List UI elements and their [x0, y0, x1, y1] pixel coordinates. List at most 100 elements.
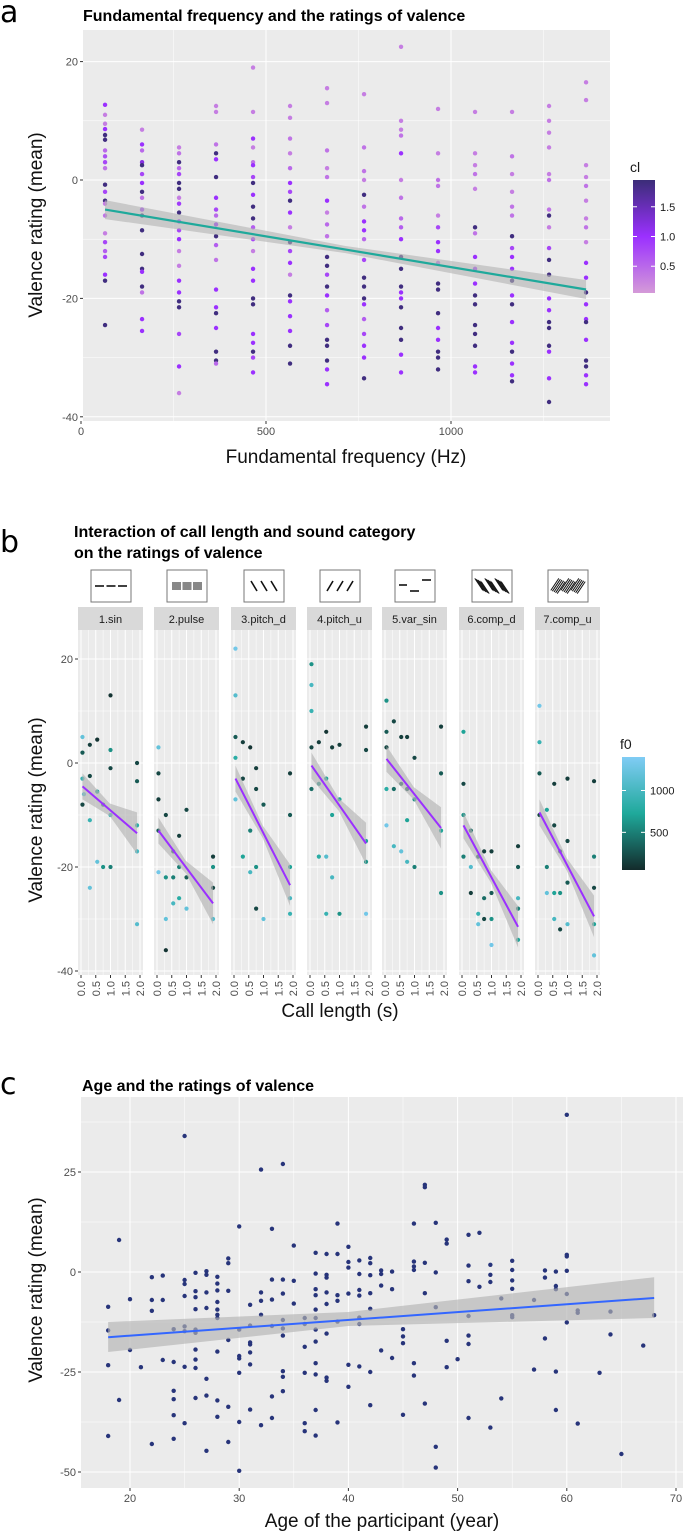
panel-a-point: [287, 272, 293, 277]
panel-a-point: [398, 305, 404, 310]
panel-a-point: [139, 142, 145, 147]
panel-a-point: [472, 151, 478, 156]
panel-a-point: [139, 180, 145, 186]
panel-a-point: [361, 168, 367, 174]
facet-strip: [154, 607, 219, 630]
panel-c-point: [433, 1444, 438, 1450]
panel-a-point: [324, 174, 330, 180]
panel-c-point: [182, 1277, 187, 1283]
facet-point: [87, 885, 92, 890]
panel-a-point: [583, 174, 589, 180]
panel-a-point: [250, 192, 256, 197]
facet-confidence-band: [386, 745, 442, 849]
facet-point: [95, 859, 100, 864]
panel-a-point: [250, 302, 256, 307]
panel-a-point: [583, 97, 589, 103]
panel-a-point: [509, 245, 515, 251]
panel-a-point: [102, 121, 108, 126]
panel-c-point: [160, 1357, 165, 1363]
panel-c-point: [553, 1269, 559, 1274]
panel-c-point: [400, 1341, 406, 1346]
panel-a-point: [287, 151, 293, 156]
facet-point: [184, 807, 189, 812]
facet-point: [316, 854, 321, 859]
facet-point: [210, 864, 216, 870]
facet-5.var_sin: 5.var_sin 0.0 0.5 1.0 1.5 2.0: [380, 569, 451, 996]
panel-c-point: [204, 1272, 209, 1278]
panel-c-point: [488, 1272, 493, 1278]
panel-c-point: [193, 1357, 198, 1362]
panel-a-point: [139, 290, 145, 295]
panel-a-point: [435, 177, 441, 183]
panel-a-point: [102, 112, 108, 118]
panel-c-point: [149, 1441, 155, 1447]
panel-c-x-tick-label: 60: [561, 1493, 573, 1505]
panel-b-title-line-2: on the ratings of valence: [74, 545, 263, 562]
icon-stroke: [270, 580, 278, 592]
facet-confidence-band: [463, 812, 519, 948]
panel-c-point: [411, 1264, 417, 1269]
facet-point: [558, 890, 563, 896]
facet-point: [287, 812, 293, 818]
facet-x-tick-label: 1.0: [335, 981, 347, 996]
panel-c-point: [542, 1275, 548, 1280]
panel-a-point: [102, 102, 108, 108]
complex-ascending-icon: [547, 569, 589, 603]
icon-stroke: [500, 581, 510, 594]
panel-a-point: [546, 171, 552, 177]
panel-a-point: [583, 183, 589, 189]
panel-a-point: [139, 284, 145, 289]
panel-c-point: [302, 1421, 307, 1426]
facet-point: [405, 734, 410, 740]
facet-point: [544, 864, 549, 870]
panel-a-point: [176, 186, 182, 192]
panel-c-x-axis-title: Age of the participant (year): [265, 1511, 499, 1532]
icon-stroke: [566, 581, 576, 594]
panel-c-y-tick-label: 25: [64, 1167, 76, 1179]
panel-c-point: [171, 1388, 176, 1394]
panel-c-point: [280, 1389, 286, 1394]
panel-a-point: [398, 195, 404, 200]
panel-a-point: [546, 245, 552, 251]
panel-c-point: [378, 1271, 384, 1277]
panel-c-point: [226, 1261, 231, 1266]
facet-point: [156, 870, 161, 875]
panel-c-point: [378, 1283, 384, 1288]
ascending-icon: [319, 569, 361, 603]
panel-a-point: [398, 266, 404, 271]
facet-point: [461, 781, 466, 786]
panel-c-point: [280, 1291, 286, 1296]
panel-c-point: [149, 1308, 155, 1314]
icon-stroke: [475, 578, 485, 592]
panel-a-point: [398, 370, 404, 375]
panel-a-point: [398, 325, 404, 331]
panel-a-point: [509, 361, 515, 366]
facet-x-tick-label: 1.5: [273, 981, 285, 996]
facet-point: [134, 760, 140, 766]
panel-c-point: [182, 1281, 187, 1287]
panel-a-point: [509, 171, 515, 177]
panel-c: c Age and the ratings of valence 20 30 40 5…: [0, 1067, 683, 1532]
panel-a-point: [102, 239, 108, 245]
panel-a-point: [398, 290, 404, 295]
panel-b-legend: 1000 500: [622, 757, 674, 870]
panel-a-point: [250, 340, 256, 345]
panel-b-y-tick-label: -40: [57, 966, 73, 978]
panel-c-point: [324, 1251, 329, 1257]
panel-a-point: [139, 189, 145, 195]
panel-c-point: [313, 1287, 318, 1292]
panel-a-point: [509, 373, 515, 378]
panel-c-point: [204, 1305, 209, 1311]
panel-a-y-tick-label: -20: [62, 293, 78, 305]
facet-point: [324, 854, 329, 859]
panel-c-point: [149, 1275, 155, 1280]
facet-2.pulse: 2.pulse 0.0 0.5 1.0 1.5 2.0: [152, 569, 223, 996]
panel-c-point: [411, 1267, 417, 1273]
facet-x-tick-label: 0.0: [305, 981, 317, 996]
panel-a-point: [583, 319, 589, 325]
panel-a-point: [472, 281, 478, 286]
icon-stroke: [495, 578, 505, 592]
facet-x-tick-label: 2.0: [135, 981, 147, 996]
panel-b-legend-colorbar: [622, 757, 645, 870]
panel-a-point: [398, 127, 404, 132]
